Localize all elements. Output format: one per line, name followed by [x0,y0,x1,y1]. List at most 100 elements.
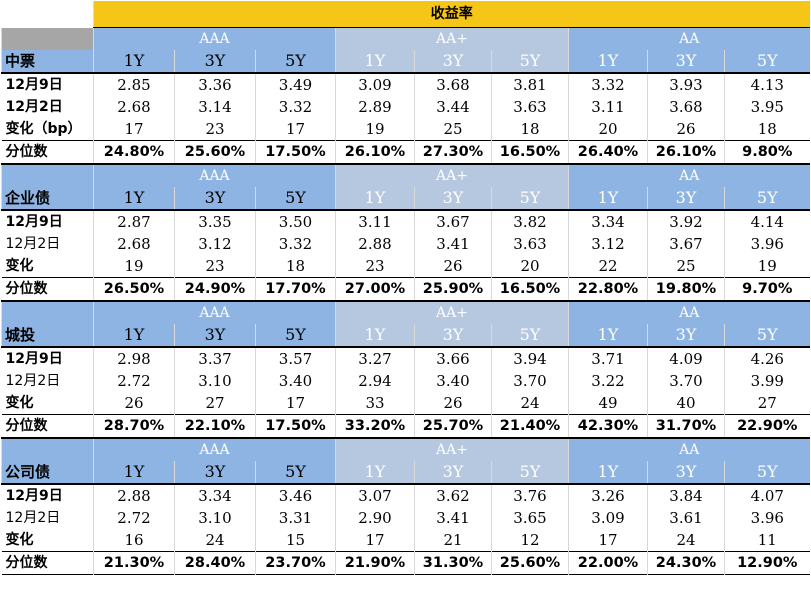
row-label: 分位数 [1,277,94,301]
value-cell: 3.67 [414,210,492,233]
value-cell: 3.62 [414,484,492,507]
value-cell: 3.34 [174,484,256,507]
percentile-row: 分位数 24.80% 25.60% 17.50% 26.10% 27.30% 16.50% 2… [1,140,810,164]
rating-header: AAA [93,163,336,187]
value-cell: 3.35 [174,210,256,233]
value-cell: 16 [93,529,175,552]
title-blank-cell [1,1,94,28]
section-header-tenor-row: 企业债 1Y 3Y 5Y 1Y 3Y 5Y 1Y 3Y 5Y [1,187,810,211]
value-cell: 3.49 [255,73,336,96]
value-cell: 25.70% [414,414,492,438]
value-cell: 22.10% [174,414,256,438]
value-cell: 3.32 [255,233,336,255]
rating-header: AA+ [335,300,569,324]
value-cell: 3.41 [414,233,492,255]
value-cell: 25.60% [491,551,569,575]
table-row: 变化 19 23 18 23 26 20 22 25 19 [2,255,810,278]
value-cell: 2.90 [335,507,415,529]
tenor-header: 5Y [723,461,810,485]
value-cell: 3.70 [491,370,569,392]
value-cell: 19.80% [647,277,725,301]
value-cell: 26.10% [335,140,415,164]
tenor-header: 1Y [335,187,415,211]
value-cell: 22.90% [723,414,810,438]
value-cell: 3.76 [491,484,569,507]
tenor-header: 1Y [93,187,175,211]
value-cell: 2.98 [93,347,175,370]
value-cell: 24.30% [647,551,725,575]
value-cell: 21.40% [491,414,569,438]
value-cell: 2.72 [93,370,175,392]
value-cell: 17.70% [255,277,336,301]
tenor-header: 1Y [568,324,648,348]
value-cell: 25 [414,118,492,141]
percentile-row: 分位数 26.50% 24.90% 17.70% 27.00% 25.90% 16.50% 2… [1,277,810,301]
value-cell: 21 [414,529,492,552]
value-cell: 9.80% [723,140,810,164]
tenor-header: 1Y [335,324,415,348]
value-cell: 2.68 [93,233,175,255]
tenor-header: 1Y [93,324,175,348]
value-cell: 17.50% [255,140,336,164]
row-label: 变化 [5,395,34,411]
yield-table-body: 收益率 AAA AA+ AA 中票 1Y 3Y 5Y 1Y 3Y 5Y 1Y 3Y 5Y 12月9日 2.8… [1,1,810,575]
value-cell: 3.99 [723,370,810,392]
table-row: 变化（bp） 17 23 17 19 25 18 20 26 18 [2,118,810,141]
section-name: 城投 [1,324,94,348]
tenor-header: 5Y [723,324,810,348]
value-cell: 42.30% [568,414,648,438]
tenor-header: 3Y [414,187,492,211]
value-cell: 2.89 [335,96,415,118]
tenor-header: 3Y [647,187,725,211]
rating-header: AA [567,27,810,50]
value-cell: 3.81 [491,73,569,96]
value-cell: 3.22 [568,370,648,392]
value-cell: 3.40 [414,370,492,392]
value-cell: 3.68 [414,73,492,96]
row-label: 变化 [5,258,34,274]
value-cell: 2.88 [93,484,175,507]
value-cell: 3.46 [255,484,336,507]
value-cell: 4.14 [723,210,810,233]
value-cell: 16.50% [491,277,569,301]
row-label: 变化 [5,532,34,548]
section-header-blank [1,27,94,50]
value-cell: 3.37 [174,347,256,370]
row-label: 变化（bp） [5,121,82,137]
value-cell: 17 [255,118,336,141]
table-row: 变化 26 27 17 33 26 24 49 40 27 [2,392,810,415]
row-label: 分位数 [1,551,94,575]
table-row: 12月2日 2.72 3.10 3.40 2.94 3.40 3.70 3.22 3.70 3.9… [2,370,810,392]
value-cell: 11 [723,529,810,552]
value-cell: 19 [723,255,810,278]
rating-header: AA [567,437,810,461]
value-cell: 3.10 [174,370,256,392]
value-cell: 33.20% [335,414,415,438]
tenor-header: 5Y [723,50,810,74]
rating-header: AA [567,163,810,187]
tenor-header: 1Y [93,461,175,485]
value-cell: 24 [491,392,569,415]
tenor-header: 1Y [568,461,648,485]
table-row: 12月9日 2.85 3.36 3.49 3.09 3.68 3.81 3.32 3.93 4.1… [2,73,810,96]
value-cell: 3.61 [647,507,725,529]
value-cell: 17.50% [255,414,336,438]
section-name: 公司债 [1,461,94,485]
value-cell: 24.90% [174,277,256,301]
rating-header: AAA [93,300,336,324]
tenor-header: 3Y [174,50,256,74]
tenor-header: 5Y [255,187,336,211]
value-cell: 20 [568,118,648,141]
section-header-tenor-row: 城投 1Y 3Y 5Y 1Y 3Y 5Y 1Y 3Y 5Y [1,324,810,348]
value-cell: 3.12 [568,233,648,255]
value-cell: 31.70% [647,414,725,438]
value-cell: 3.41 [414,507,492,529]
value-cell: 12.90% [723,551,810,575]
value-cell: 31.30% [414,551,492,575]
value-cell: 21.90% [335,551,415,575]
section-header-tenor-row: 中票 1Y 3Y 5Y 1Y 3Y 5Y 1Y 3Y 5Y [1,50,810,74]
section-header-blank [1,163,94,187]
tenor-header: 5Y [255,324,336,348]
value-cell: 3.50 [255,210,336,233]
tenor-header: 5Y [255,461,336,485]
